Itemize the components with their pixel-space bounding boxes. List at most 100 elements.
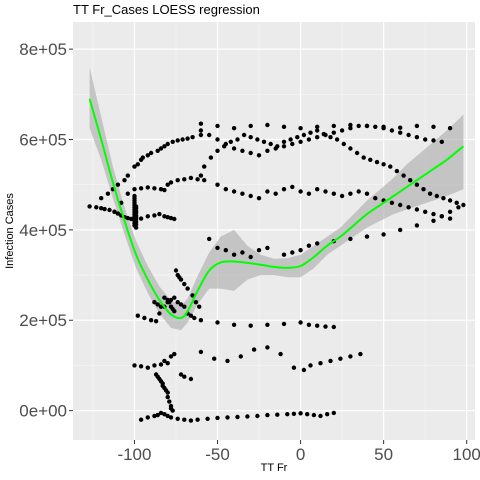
data-point	[175, 138, 180, 143]
data-point	[138, 216, 144, 221]
data-point	[235, 414, 240, 420]
data-point	[162, 412, 167, 417]
data-point	[148, 318, 154, 323]
data-point	[188, 418, 194, 423]
data-point	[138, 364, 144, 369]
data-point	[298, 126, 303, 131]
data-point	[251, 347, 257, 352]
data-point	[223, 248, 228, 253]
data-point	[265, 345, 270, 350]
data-point	[331, 130, 336, 135]
data-point	[165, 182, 170, 187]
data-point	[265, 122, 270, 128]
data-point	[388, 164, 393, 169]
x-axis-ticks: -100 -50 0 50 100	[117, 440, 480, 464]
data-point	[339, 193, 345, 199]
data-point	[207, 132, 212, 138]
data-point	[165, 141, 170, 147]
data-point	[162, 295, 167, 300]
data-point	[175, 300, 180, 305]
data-point	[231, 322, 237, 327]
data-point	[125, 173, 130, 178]
x-tick-label: 50	[374, 445, 393, 464]
data-point	[215, 320, 220, 325]
data-point	[298, 411, 303, 416]
data-point	[168, 415, 174, 420]
data-point	[318, 413, 323, 419]
data-point	[175, 416, 180, 421]
data-point	[178, 277, 184, 282]
data-point	[185, 286, 190, 291]
data-point	[281, 124, 287, 129]
data-point	[148, 150, 154, 156]
data-point	[215, 148, 220, 153]
data-point	[128, 216, 134, 222]
data-point	[273, 146, 278, 151]
data-point	[133, 204, 139, 209]
data-point	[431, 211, 436, 217]
data-point	[152, 363, 157, 368]
data-point	[248, 193, 253, 199]
data-point	[364, 123, 370, 129]
data-point	[195, 417, 200, 422]
data-point	[268, 141, 273, 147]
x-axis-label: TT Fr	[261, 462, 288, 474]
data-point	[348, 122, 353, 128]
data-point	[215, 137, 220, 142]
data-point	[315, 187, 320, 192]
data-point	[165, 390, 170, 395]
data-point	[339, 128, 345, 133]
data-point	[182, 281, 187, 287]
data-point	[182, 374, 187, 379]
data-point	[168, 297, 174, 303]
data-point	[285, 412, 290, 417]
data-point	[178, 372, 184, 377]
data-point	[158, 304, 164, 309]
data-point	[256, 248, 262, 253]
data-point	[132, 164, 137, 169]
data-point	[315, 323, 320, 328]
data-point	[223, 141, 228, 147]
data-point	[341, 141, 346, 147]
data-point	[265, 148, 270, 153]
data-point	[165, 300, 170, 305]
x-tick-label: -100	[117, 445, 151, 464]
data-point	[301, 367, 307, 373]
data-point	[145, 153, 150, 158]
data-point	[228, 139, 233, 144]
data-point	[212, 356, 217, 361]
data-point	[198, 128, 204, 133]
data-point	[145, 185, 150, 190]
data-point	[364, 191, 370, 196]
data-point	[406, 205, 411, 210]
data-point	[138, 186, 144, 191]
data-point	[190, 135, 195, 140]
data-point	[158, 187, 164, 192]
data-point	[112, 209, 117, 214]
data-point	[348, 146, 353, 151]
data-point	[202, 164, 207, 169]
data-point	[182, 417, 187, 422]
data-point	[205, 416, 210, 421]
data-point	[431, 138, 436, 143]
data-point	[180, 137, 185, 142]
data-point	[439, 139, 444, 144]
data-point	[215, 182, 220, 187]
data-point	[172, 295, 177, 300]
data-point	[398, 202, 403, 208]
data-point	[427, 191, 433, 196]
data-point	[202, 178, 207, 183]
data-point	[162, 214, 167, 219]
data-point	[281, 144, 287, 149]
data-point	[168, 180, 174, 185]
data-point	[142, 315, 147, 321]
data-point	[447, 126, 453, 131]
data-point	[152, 413, 157, 419]
data-point	[318, 361, 323, 366]
data-point	[265, 245, 270, 251]
data-point	[281, 187, 287, 192]
data-point	[168, 215, 174, 221]
data-point	[165, 215, 170, 220]
data-point	[238, 354, 243, 359]
data-point	[188, 313, 194, 318]
